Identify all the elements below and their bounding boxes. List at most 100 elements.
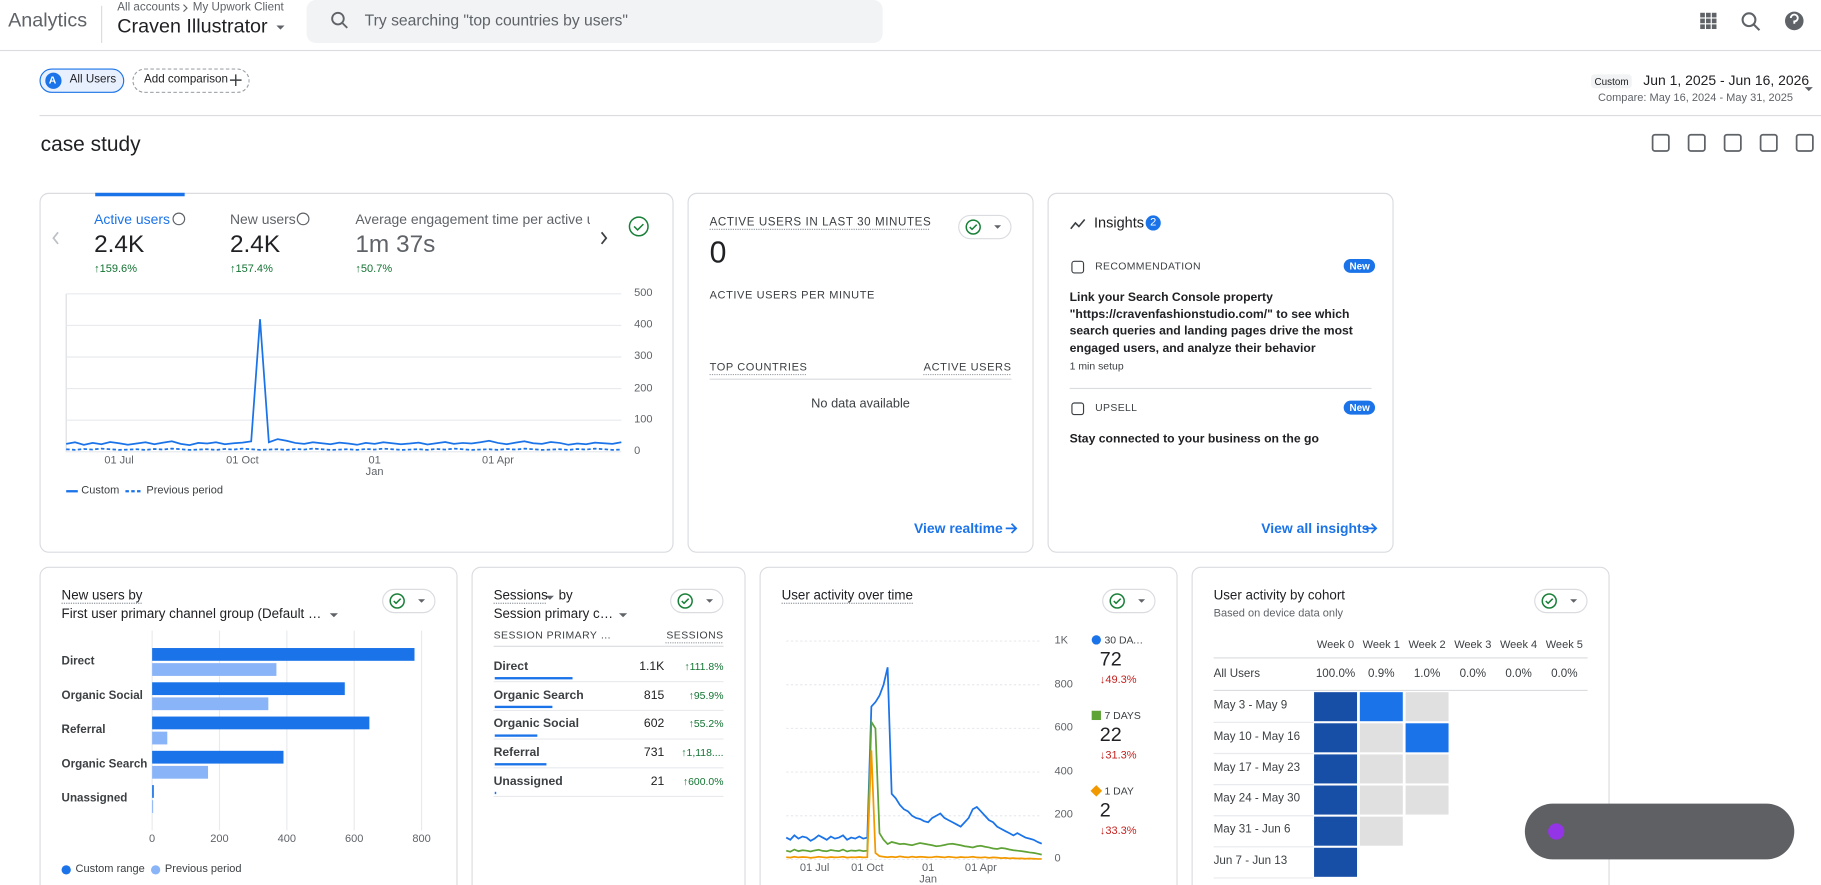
- row-value: 731: [643, 745, 665, 760]
- insight-text[interactable]: Link your Search Console property "https…: [1069, 290, 1353, 355]
- metric-name[interactable]: New users: [229, 211, 296, 228]
- dimension-selector[interactable]: First user primary channel group (Defaul…: [61, 607, 327, 622]
- metric-value: 2.4K: [229, 231, 281, 258]
- legend-label: 1 DAY: [1104, 785, 1134, 797]
- x-tick-label: 01 Jan: [919, 861, 938, 885]
- view-realtime-link[interactable]: View realtime: [913, 520, 1003, 537]
- x-tick-label: 800: [412, 832, 431, 846]
- dimension-selector[interactable]: Session primary channel group: [493, 607, 617, 622]
- legend-label: 7 DAYS: [1104, 709, 1141, 722]
- apps-icon: [1700, 12, 1705, 18]
- column-header: SESSIONS: [666, 629, 724, 642]
- row-label: Unassigned: [493, 774, 563, 789]
- segment-name: All Users: [69, 73, 117, 86]
- column-header: Week 2: [1408, 638, 1446, 652]
- legend-label: Custom range: [75, 862, 145, 876]
- metric-name[interactable]: Active users: [94, 211, 170, 228]
- cohort-total: 0.9%: [1368, 667, 1395, 681]
- toolbar-icon: [1759, 133, 1778, 152]
- view-insights-link[interactable]: View all insights: [1261, 520, 1370, 537]
- metric-change: ↑50.7%: [355, 262, 393, 276]
- caret: [276, 25, 285, 30]
- breadcrumb[interactable]: My Upwork Client: [192, 1, 284, 14]
- row-label: May 10 - May 16: [1213, 730, 1301, 744]
- filter-pill[interactable]: [382, 588, 436, 614]
- metric-selector[interactable]: Sessions: [493, 588, 548, 603]
- search-box[interactable]: [306, 0, 883, 43]
- per-minute-label: ACTIVE USERS PER MINUTE: [709, 289, 875, 302]
- toolbar-border: [39, 114, 1821, 117]
- divider: [1213, 689, 1588, 692]
- legend-change: ↓31.3%: [1099, 749, 1137, 762]
- y-tick-label: 400: [1054, 765, 1073, 778]
- x-tick-label: 400: [277, 832, 297, 846]
- date-range[interactable]: Jun 1, 2025 - Jun 16, 2026: [1643, 72, 1810, 89]
- y-tick-label: 800: [1054, 677, 1073, 691]
- apps-icon: [1706, 18, 1711, 24]
- breadcrumb[interactable]: All accounts: [117, 1, 180, 14]
- toolbar-icon: [1723, 133, 1742, 152]
- card-title: User activity by cohort: [1213, 588, 1345, 603]
- y-tick-label: 100: [634, 413, 653, 426]
- y-tick-label: 400: [634, 318, 653, 332]
- realtime-title: ACTIVE USERS IN LAST 30 MINUTES: [709, 216, 932, 229]
- y-tick-label: 1K: [1054, 634, 1069, 647]
- row-label: Direct: [493, 659, 529, 674]
- row-change: ↑111.8%: [684, 660, 724, 673]
- column-header: Week 1: [1362, 638, 1400, 652]
- legend-label: Custom: [81, 484, 120, 498]
- metric-name[interactable]: Average engagement time per active user: [355, 211, 590, 228]
- column-header: SESSION PRIMARY CHANNEL GROUP: [493, 629, 617, 642]
- filter-pill[interactable]: [1102, 588, 1156, 614]
- x-tick-label: 01 Apr: [481, 454, 514, 467]
- widget-dot: [1548, 823, 1565, 840]
- insight-text[interactable]: Stay connected to your business on the g…: [1069, 432, 1319, 446]
- divider: [493, 645, 724, 647]
- cohort-total: 1.0%: [1413, 667, 1441, 681]
- row-label: May 3 - May 9: [1213, 699, 1288, 712]
- row-label: May 24 - May 30: [1213, 792, 1301, 806]
- add-comparison-chip[interactable]: [132, 68, 250, 93]
- empty-state: No data available: [811, 397, 910, 412]
- card-title: New users by: [61, 588, 143, 603]
- column-header: Week 0: [1316, 638, 1355, 652]
- legend-change: ↓33.3%: [1099, 824, 1137, 838]
- realtime-value: 0: [709, 234, 727, 270]
- x-tick-label: 0: [149, 832, 156, 846]
- segment-letter: A: [48, 74, 57, 86]
- row-label: Organic Social: [493, 717, 579, 731]
- card: [687, 192, 1034, 553]
- x-tick-label: 200: [210, 832, 229, 846]
- row-change: ↑600.0%: [682, 775, 724, 788]
- y-tick-label: Referral: [61, 723, 106, 737]
- metric-change: ↑159.6%: [94, 262, 138, 276]
- apps-icon: [1700, 18, 1705, 24]
- search-spark-icon: [1752, 23, 1761, 31]
- filter-pill[interactable]: [958, 214, 1012, 240]
- y-tick-label: 200: [1054, 808, 1073, 822]
- row-label: Referral: [493, 745, 540, 760]
- card-subtitle: Based on device data only: [1213, 607, 1344, 621]
- property-selector[interactable]: Craven Illustrator: [117, 15, 268, 38]
- x-tick-label: 01 Jul: [104, 454, 134, 467]
- x-tick-label: 01 Oct: [226, 454, 259, 467]
- search-placeholder: Try searching "top countries by users": [364, 11, 628, 30]
- insight-type: UPSELL: [1095, 401, 1138, 414]
- y-tick-label: 500: [634, 286, 653, 300]
- toolbar-icon: [1687, 133, 1706, 152]
- row-value: 1.1K: [639, 659, 665, 674]
- row-value: 602: [643, 717, 665, 731]
- y-tick-label: Direct: [61, 655, 95, 668]
- filter-pill[interactable]: [1534, 588, 1588, 614]
- floating-widget[interactable]: [1524, 803, 1795, 860]
- y-tick-label: 300: [634, 350, 653, 363]
- filter-pill[interactable]: [670, 588, 724, 614]
- card-title: User activity over time: [781, 588, 913, 603]
- cohort-total: 100.0%: [1315, 667, 1356, 681]
- apps-icon: [1711, 24, 1717, 30]
- y-tick-label: 0: [634, 444, 641, 458]
- x-tick-label: 01 Jul: [799, 861, 830, 875]
- insight-footnote: 1 min setup: [1069, 360, 1124, 372]
- y-tick-label: Unassigned: [61, 792, 128, 805]
- card: [471, 566, 746, 885]
